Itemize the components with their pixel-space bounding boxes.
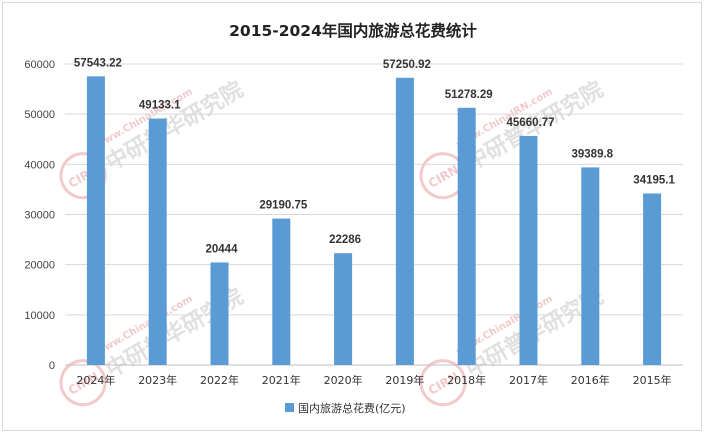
- bar: [148, 118, 167, 365]
- bars: [86, 76, 662, 366]
- x-tick-label: 2021年: [262, 373, 301, 387]
- data-label: 34195.1: [633, 174, 675, 186]
- data-label: 22286: [329, 234, 361, 246]
- data-label: 45660.77: [507, 117, 555, 129]
- data-label: 20444: [206, 243, 239, 255]
- chart-title: 2015-2024年国内旅游总花费统计: [229, 21, 477, 40]
- bar: [457, 107, 476, 366]
- bar: [272, 218, 291, 365]
- x-tick-label: 2024年: [76, 373, 115, 387]
- y-tick-label: 40000: [24, 159, 55, 171]
- bar: [643, 193, 662, 365]
- y-tick-label: 30000: [24, 210, 55, 222]
- data-label: 39389.8: [572, 148, 614, 160]
- legend-swatch: [285, 403, 294, 412]
- bar: [581, 167, 600, 365]
- x-axis: 2024年 2023年 2022年 2021年 2020年 2019年 2018年 2017年…: [76, 373, 671, 387]
- x-tick-label: 2023年: [138, 373, 177, 387]
- y-tick-label: 50000: [24, 109, 55, 121]
- chart-frame: CIRN www.ChinaIRN.com 中研普华研究院 CIRN www.China…: [2, 2, 702, 431]
- data-label: 49133.1: [139, 100, 181, 112]
- y-tick-label: 10000: [24, 310, 55, 322]
- bar: [395, 77, 414, 365]
- legend-label: 国内旅游总花费(亿元): [298, 401, 406, 415]
- bar: [86, 76, 105, 366]
- data-label: 51278.29: [445, 89, 493, 101]
- x-tick-label: 2022年: [200, 373, 239, 387]
- x-tick-label: 2015年: [633, 373, 672, 387]
- data-label: 57543.22: [74, 57, 122, 69]
- bar: [334, 253, 353, 365]
- watermark-logo-circle: [419, 359, 467, 407]
- x-tick-label: 2017年: [509, 373, 548, 387]
- data-labels: 57543.22 49133.1 20444 29190.75 22286 57250.9…: [74, 57, 676, 255]
- bar: [210, 262, 229, 365]
- data-label: 57250.92: [383, 59, 431, 71]
- y-axis: 0 10000 20000 30000 40000 50000 60000: [24, 59, 55, 372]
- watermark-logo-text: CIRN: [426, 162, 461, 190]
- x-tick-label: 2016年: [571, 373, 610, 387]
- y-tick-label: 0: [49, 360, 55, 372]
- bar: [519, 135, 538, 365]
- legend: 国内旅游总花费(亿元): [285, 401, 406, 415]
- grid-lines: [65, 63, 683, 366]
- data-label: 29190.75: [259, 200, 308, 212]
- y-tick-label: 20000: [24, 260, 55, 272]
- y-tick-label: 60000: [24, 59, 55, 71]
- x-tick-label: 2020年: [324, 373, 363, 387]
- x-tick-label: 2018年: [447, 373, 486, 387]
- watermark-logo-circle: [59, 359, 107, 407]
- x-tick-label: 2019年: [385, 373, 424, 387]
